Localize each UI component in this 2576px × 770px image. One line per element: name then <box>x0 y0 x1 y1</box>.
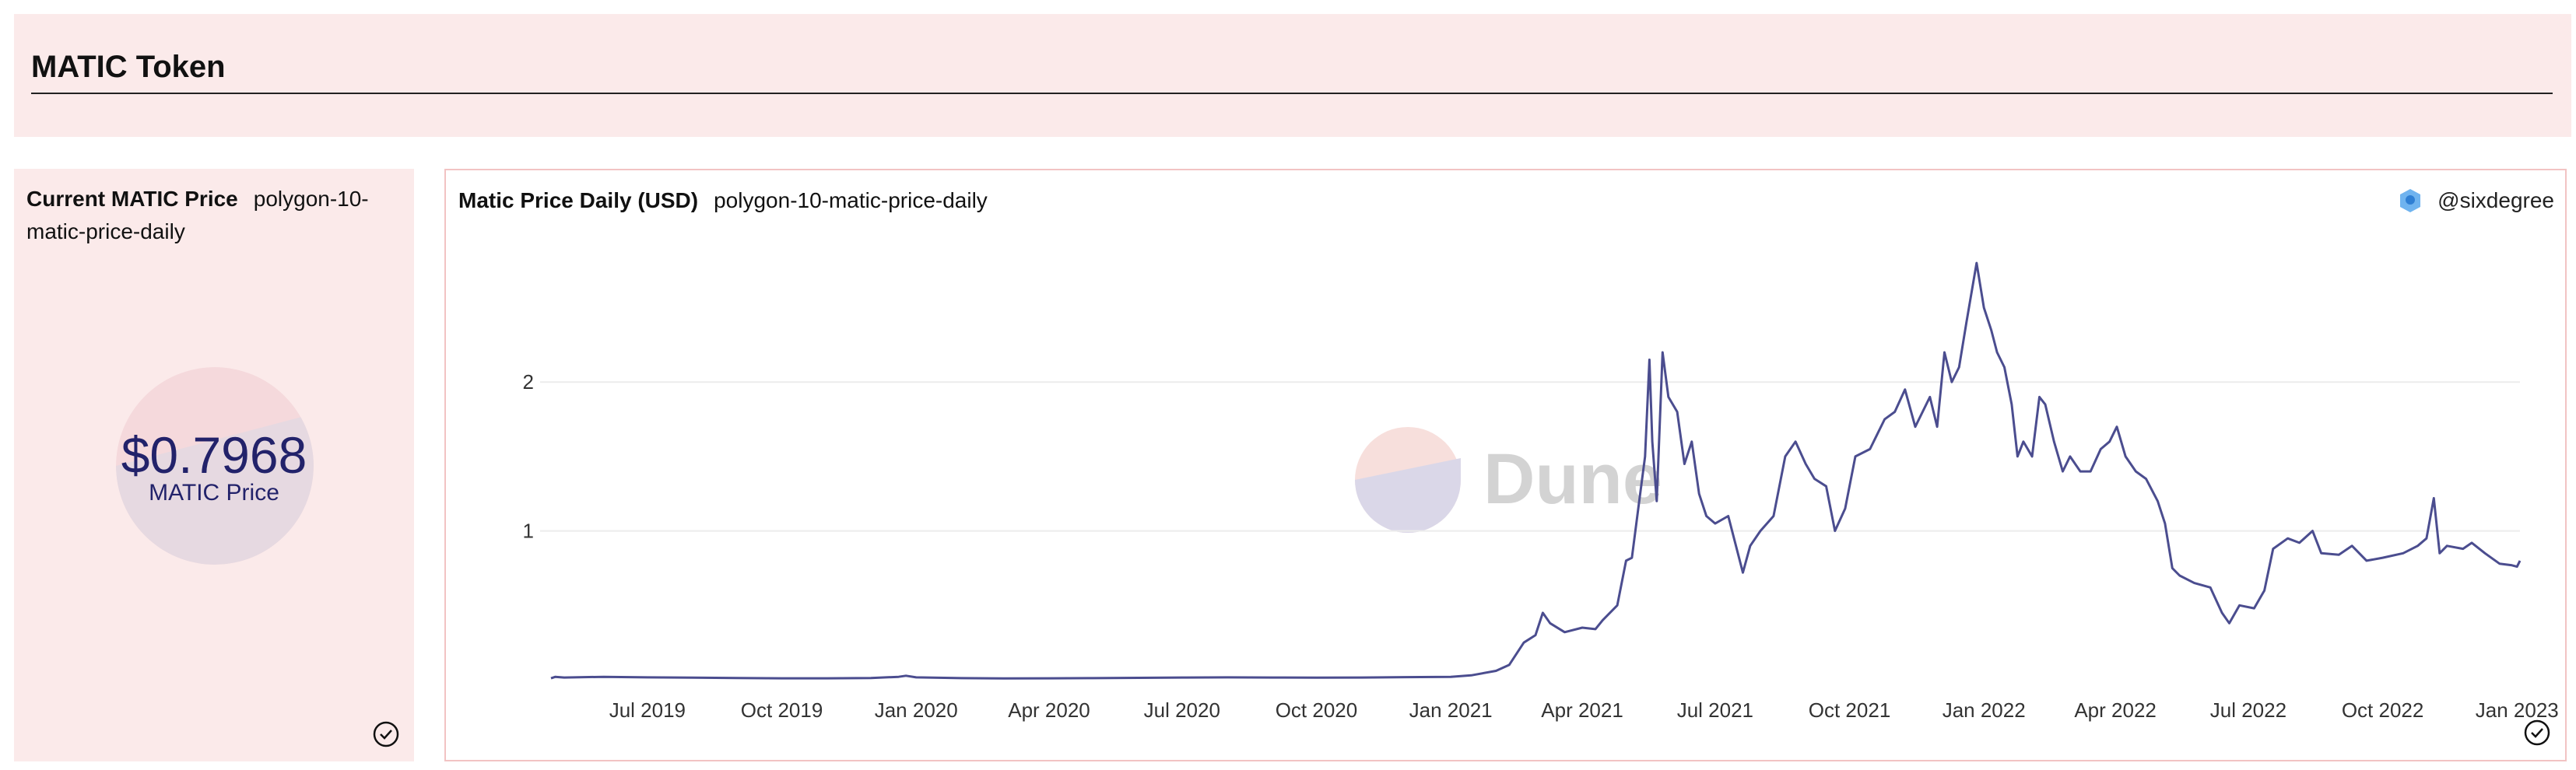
x-tick-label: Jan 2021 <box>1409 698 1493 722</box>
counter-background-logo <box>116 367 314 565</box>
x-tick-label: Apr 2020 <box>1008 698 1090 722</box>
y-tick-label: 2 <box>523 370 534 394</box>
dashboard-header: MATIC Token <box>14 14 2571 137</box>
series-line-matic-price <box>550 261 2522 680</box>
counter-query-name[interactable]: polygon-10-matic-price-daily <box>26 187 369 243</box>
y-tick-label: 1 <box>523 520 534 543</box>
x-tick-label: Oct 2019 <box>741 698 823 722</box>
counter-card[interactable]: Current MATIC Price polygon-10-matic-pric… <box>14 169 414 761</box>
counter-title: Current MATIC Price <box>26 187 238 211</box>
dune-watermark: Dune <box>1355 427 1662 533</box>
x-tick-label: Oct 2022 <box>2342 698 2424 722</box>
chart-query-name[interactable]: polygon-10-matic-price-daily <box>714 188 988 212</box>
x-tick-label: Jul 2019 <box>609 698 686 722</box>
price-line-chart: Dune 1 2 Jul 2019 Oct 2019 Jan 2020 Apr 2020 J… <box>523 261 2559 722</box>
header-divider <box>31 93 2553 94</box>
x-tick-label: Apr 2021 <box>1541 698 1623 722</box>
x-tick-label: Oct 2020 <box>1276 698 1358 722</box>
chart-title: Matic Price Daily (USD) <box>458 188 699 212</box>
chart-card[interactable]: Dune 1 2 Jul 2019 Oct 2019 Jan 2020 Apr 2020 J… <box>444 169 2567 761</box>
counter-label: MATIC Price <box>149 480 279 506</box>
author-link[interactable]: @sixdegree <box>2397 184 2554 217</box>
team-avatar-icon <box>2400 189 2421 212</box>
x-tick-label: Jan 2022 <box>1943 698 2026 722</box>
x-tick-label: Jan 2023 <box>2476 698 2559 722</box>
x-tick-label: Jul 2020 <box>1144 698 1220 722</box>
x-tick-label: Apr 2022 <box>2074 698 2157 722</box>
counter-value: $0.7968 <box>121 426 307 484</box>
chart-header: Matic Price Daily (USD) polygon-10-matic-… <box>458 184 988 217</box>
check-circle-icon[interactable] <box>373 721 399 747</box>
x-tick-label: Oct 2021 <box>1809 698 1891 722</box>
check-circle-icon[interactable] <box>2524 719 2550 746</box>
x-tick-label: Jan 2020 <box>875 698 958 722</box>
watermark-text: Dune <box>1483 439 1662 519</box>
x-tick-label: Jul 2021 <box>1677 698 1753 722</box>
x-tick-label: Jul 2022 <box>2210 698 2286 722</box>
counter-header: Current MATIC Price polygon-10-matic-pric… <box>26 183 400 248</box>
dashboard-title: MATIC Token <box>31 50 226 84</box>
author-name[interactable]: @sixdegree <box>2437 188 2554 212</box>
